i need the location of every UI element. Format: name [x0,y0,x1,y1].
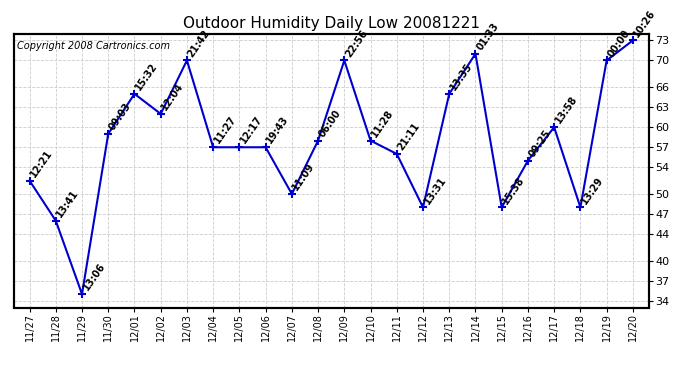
Text: 12:17: 12:17 [238,114,264,146]
Text: Copyright 2008 Cartronics.com: Copyright 2008 Cartronics.com [17,40,170,51]
Text: 09:25: 09:25 [527,128,553,159]
Text: 13:06: 13:06 [81,261,107,292]
Text: 13:35: 13:35 [448,61,474,92]
Text: 11:28: 11:28 [370,108,395,139]
Text: 21:11: 21:11 [396,121,422,152]
Text: 15:38: 15:38 [501,174,526,206]
Text: 10:26: 10:26 [632,8,658,39]
Text: 11:27: 11:27 [212,114,238,146]
Text: 00:00: 00:00 [606,28,631,59]
Text: 11:09: 11:09 [291,161,317,192]
Text: 13:29: 13:29 [580,175,605,206]
Text: 15:32: 15:32 [133,61,159,92]
Text: 09:03: 09:03 [107,101,133,132]
Text: 12:04: 12:04 [159,81,186,112]
Text: 13:41: 13:41 [55,188,81,219]
Text: 13:31: 13:31 [422,175,448,206]
Text: 21:42: 21:42 [186,28,212,59]
Text: 06:00: 06:00 [317,108,343,139]
Text: 19:43: 19:43 [265,114,290,146]
Text: 12:21: 12:21 [28,148,55,179]
Title: Outdoor Humidity Daily Low 20081221: Outdoor Humidity Daily Low 20081221 [183,16,480,31]
Text: 22:56: 22:56 [344,28,369,59]
Text: 13:58: 13:58 [553,94,579,126]
Text: 01:33: 01:33 [475,21,500,52]
